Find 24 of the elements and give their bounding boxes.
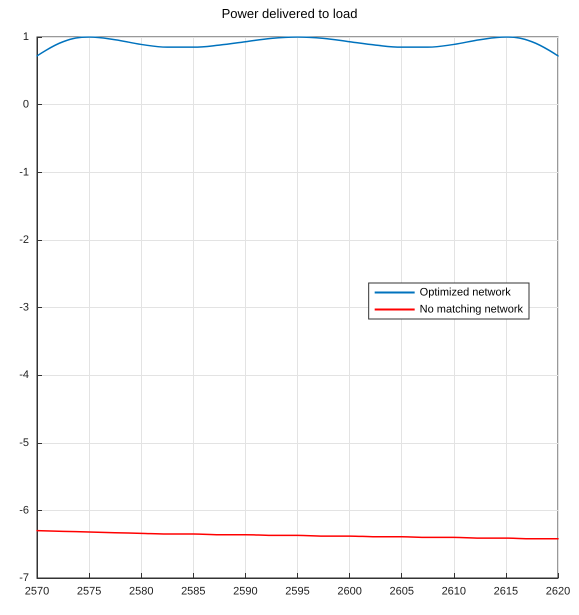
legend-label: No matching network [420, 304, 524, 316]
y-tick-label: -6 [19, 504, 29, 516]
x-tick-label: 2600 [337, 586, 362, 598]
x-tick-label: 2605 [389, 586, 414, 598]
y-tick-label: -5 [19, 436, 29, 449]
y-tick-label: 0 [22, 98, 29, 111]
x-tick-label: 2595 [285, 586, 310, 598]
x-tick-label: 2615 [494, 586, 518, 598]
x-tick-label: 2580 [128, 586, 154, 598]
legend-label: Optimized network [420, 286, 512, 298]
y-tick-label: -4 [19, 369, 29, 382]
chart-title: Power delivered to load [222, 6, 358, 21]
y-tick-label: -2 [19, 234, 29, 246]
x-tick-label: 2575 [76, 586, 102, 598]
x-tick-label: 2610 [442, 586, 466, 598]
y-tick-label: -1 [19, 166, 29, 178]
x-tick-label: 2590 [233, 586, 258, 598]
y-tick-label: 1 [22, 31, 29, 43]
x-tick-label: 2620 [546, 586, 570, 598]
x-tick-label: 2570 [24, 586, 50, 598]
x-tick-label: 2585 [181, 586, 206, 598]
y-tick-label: -3 [19, 302, 29, 314]
y-tick-label: -7 [19, 572, 29, 584]
line-series [36, 530, 559, 540]
